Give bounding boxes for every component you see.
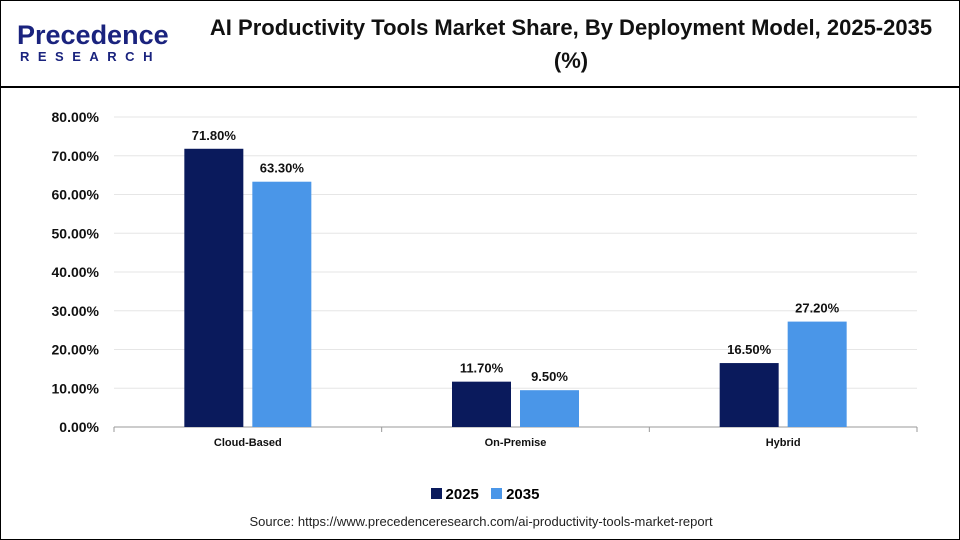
y-tick-label: 50.00% xyxy=(52,225,100,241)
x-tick-label: Cloud-Based xyxy=(214,437,282,449)
chart-title: AI Productivity Tools Market Share, By D… xyxy=(209,15,933,73)
logo-line2: RESEARCH xyxy=(20,49,161,64)
legend-label-2035: 2035 xyxy=(506,486,540,503)
logo: Precedence RESEARCH xyxy=(17,20,169,66)
y-tick-label: 10.00% xyxy=(52,380,100,396)
x-tick-label: Hybrid xyxy=(766,437,801,449)
legend: 2025 2035 xyxy=(1,486,959,503)
data-label: 63.30% xyxy=(260,161,305,176)
y-tick-label: 80.00% xyxy=(52,109,100,125)
y-tick-label: 70.00% xyxy=(52,148,100,164)
bar-2035 xyxy=(520,390,579,427)
legend-label-2025: 2025 xyxy=(445,486,479,503)
logo-line1: Precedence xyxy=(17,20,169,50)
data-label: 27.20% xyxy=(795,301,840,316)
source-text: Source: https://www.precedenceresearch.c… xyxy=(249,514,713,529)
x-tick-label: On-Premise xyxy=(485,437,547,449)
bar-2025 xyxy=(184,148,244,427)
y-tick-label: 0.00% xyxy=(59,419,99,435)
y-tick-label: 60.00% xyxy=(52,187,100,203)
header-divider xyxy=(1,86,959,88)
legend-swatch-2035 xyxy=(491,488,503,499)
data-label: 16.50% xyxy=(727,342,772,357)
legend-swatch-2025 xyxy=(430,488,442,499)
y-tick-label: 30.00% xyxy=(52,303,100,319)
data-label: 9.50% xyxy=(531,369,568,384)
bar-2035 xyxy=(252,181,312,427)
bar-2025 xyxy=(452,381,511,427)
data-label: 11.70% xyxy=(460,361,504,376)
data-label: 71.80% xyxy=(192,128,237,143)
bar-2025 xyxy=(719,363,779,427)
bar-2035 xyxy=(787,321,847,427)
y-tick-label: 20.00% xyxy=(52,342,100,358)
y-tick-label: 40.00% xyxy=(52,264,100,280)
